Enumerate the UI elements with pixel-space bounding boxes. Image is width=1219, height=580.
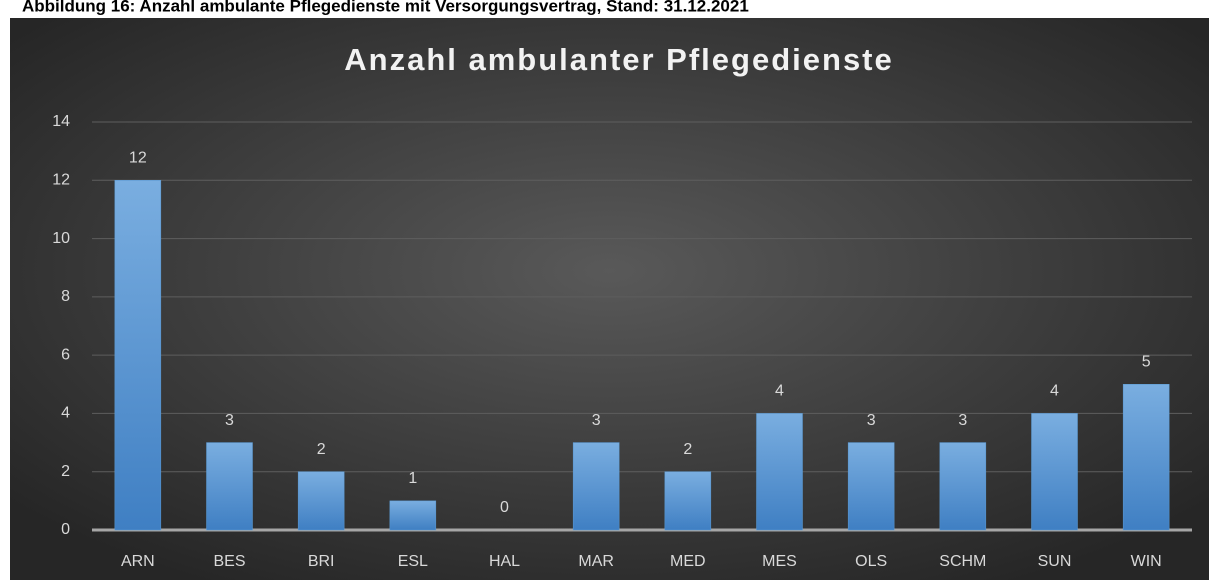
chart-title: Anzahl ambulanter Pflegedienste	[344, 42, 894, 77]
x-tick-label: MAR	[578, 553, 614, 570]
x-tick-label: ESL	[398, 553, 428, 570]
x-tick-label: OLS	[855, 553, 887, 570]
y-tick-label: 0	[61, 521, 70, 538]
data-label: 2	[683, 441, 692, 458]
y-tick-label: 14	[52, 113, 70, 130]
bar	[847, 442, 895, 531]
x-tick-label: ARN	[121, 553, 155, 570]
y-tick-label: 12	[52, 172, 70, 189]
caption: Abbildung 16: Anzahl ambulante Pflegedie…	[22, 0, 749, 15]
y-tick-label: 4	[61, 405, 70, 422]
bar	[1122, 384, 1170, 531]
bar	[297, 471, 345, 531]
bar	[664, 471, 712, 531]
data-label: 3	[592, 412, 601, 429]
data-label: 12	[129, 150, 147, 167]
data-label: 0	[500, 499, 509, 516]
bar	[1031, 413, 1078, 531]
x-tick-label: MED	[670, 553, 706, 570]
bar	[206, 442, 253, 531]
data-label: 4	[775, 383, 784, 400]
x-tick-label: SUN	[1038, 553, 1072, 570]
x-tick-label: HAL	[489, 553, 520, 570]
bar	[389, 500, 437, 531]
y-tick-label: 6	[61, 346, 70, 363]
data-label: 1	[408, 470, 417, 487]
data-label: 3	[867, 412, 876, 429]
y-tick-label: 10	[52, 230, 70, 247]
bar	[572, 442, 620, 531]
x-tick-label: WIN	[1131, 553, 1162, 570]
data-label: 5	[1142, 354, 1151, 371]
data-label: 4	[1050, 383, 1059, 400]
data-label: 3	[225, 412, 234, 429]
x-tick-label: SCHM	[939, 553, 986, 570]
data-label: 3	[958, 412, 967, 429]
bar	[114, 180, 162, 531]
x-tick-label: BRI	[308, 553, 335, 570]
bar	[756, 413, 803, 531]
x-tick-label: BES	[213, 553, 245, 570]
y-tick-label: 2	[61, 463, 70, 480]
y-tick-label: 8	[61, 288, 70, 305]
bar	[939, 442, 987, 531]
data-label: 2	[317, 441, 326, 458]
x-tick-label: MES	[762, 553, 797, 570]
